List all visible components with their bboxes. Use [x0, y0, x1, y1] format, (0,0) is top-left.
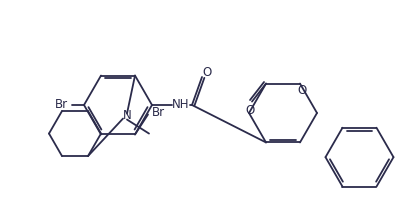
Text: O: O	[245, 104, 254, 117]
Text: N: N	[122, 109, 131, 122]
Text: Br: Br	[151, 106, 164, 119]
Text: NH: NH	[172, 99, 189, 111]
Text: O: O	[202, 65, 211, 78]
Text: Br: Br	[54, 99, 67, 111]
Text: O: O	[296, 84, 306, 97]
